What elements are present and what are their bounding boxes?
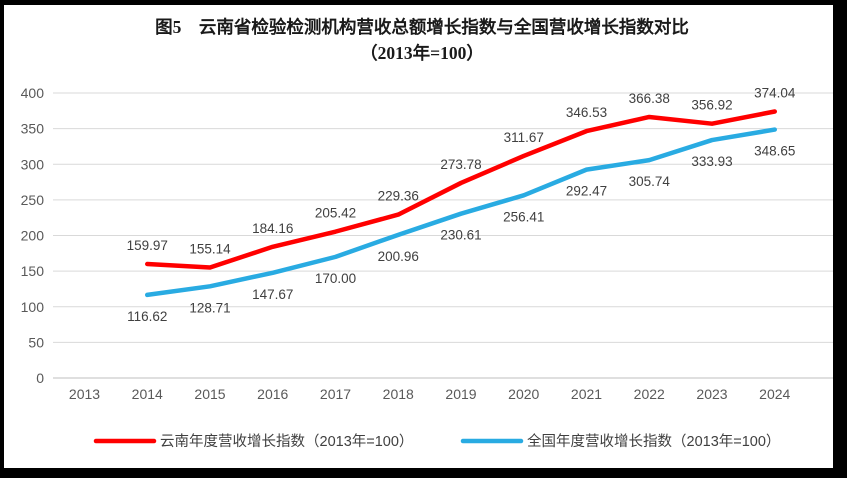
data-point-label: 305.74 [629,174,671,189]
data-point-label: 159.97 [127,238,168,253]
y-tick-label: 0 [36,370,44,386]
data-point-label: 333.93 [691,154,732,169]
x-tick-label: 2024 [759,386,790,402]
line-chart: 图5 云南省检验检测机构营收总额增长指数与全国营收增长指数对比 （2013年=1… [21,17,833,450]
series-line [145,127,777,298]
chart-title-line1: 图5 云南省检验检测机构营收总额增长指数与全国营收增长指数对比 [155,17,689,37]
data-labels: 159.97 155.14 184.16 205.42 229.36 273.78 311.… [127,85,796,323]
x-tick-label: 2023 [696,386,727,402]
x-tick-label: 2017 [320,386,351,402]
y-tick-label: 300 [21,156,45,172]
legend-label: 全国年度营收增长指数（2013年=100） [527,432,780,450]
x-tick-label: 2020 [508,386,539,402]
data-point-label: 170.00 [315,271,356,286]
x-tick-label: 2016 [257,386,288,402]
data-point-label: 292.47 [566,184,607,199]
y-tick-label: 350 [21,121,45,137]
x-tick-label: 2015 [194,386,225,402]
chart-title-line2: （2013年=100） [360,43,484,63]
series-line [145,109,777,270]
x-tick-label: 2018 [383,386,414,402]
data-point-label: 229.36 [378,189,419,204]
data-point-label: 155.14 [189,241,231,256]
legend: 云南年度营收增长指数（2013年=100） 全国年度营收增长指数（2013年=10… [93,432,780,450]
data-point-label: 356.92 [691,98,732,113]
gridlines [53,92,833,379]
y-tick-label: 50 [28,334,44,350]
legend-label: 云南年度营收增长指数（2013年=100） [160,433,413,450]
data-point-label: 273.78 [440,157,481,172]
y-tick-label: 400 [21,85,45,101]
data-point-label: 374.04 [754,85,796,100]
data-point-label: 311.67 [504,130,544,145]
x-tick-label: 2022 [634,386,665,402]
x-tick-label: 2021 [571,386,602,402]
data-point-label: 147.67 [252,287,293,302]
data-point-label: 205.42 [315,206,356,221]
data-point-label: 200.96 [378,249,419,264]
data-point-label: 184.16 [252,221,293,236]
y-axis-labels: 0 50 100 150 200 250 300 350 400 [21,85,45,386]
data-point-label: 348.65 [754,144,795,159]
chart-panel: 图5 云南省检验检测机构营收总额增长指数与全国营收增长指数对比 （2013年=1… [4,5,833,468]
data-point-label: 116.62 [127,309,167,324]
data-point-label: 346.53 [566,105,607,120]
y-tick-label: 250 [21,192,45,208]
data-point-label: 230.61 [440,228,481,243]
x-tick-label: 2014 [132,386,163,402]
x-tick-label: 2019 [445,386,476,402]
data-point-label: 366.38 [629,91,670,106]
x-axis-labels: 2013 2014 2015 2016 2017 2018 2019 2020 2021 2022… [69,386,791,402]
data-point-label: 256.41 [503,209,544,224]
data-point-label: 128.71 [189,300,230,315]
y-tick-label: 100 [21,299,45,315]
series-lines [145,109,777,298]
x-tick-label: 2013 [69,386,100,402]
y-tick-label: 150 [21,263,45,279]
y-tick-label: 200 [21,228,45,244]
